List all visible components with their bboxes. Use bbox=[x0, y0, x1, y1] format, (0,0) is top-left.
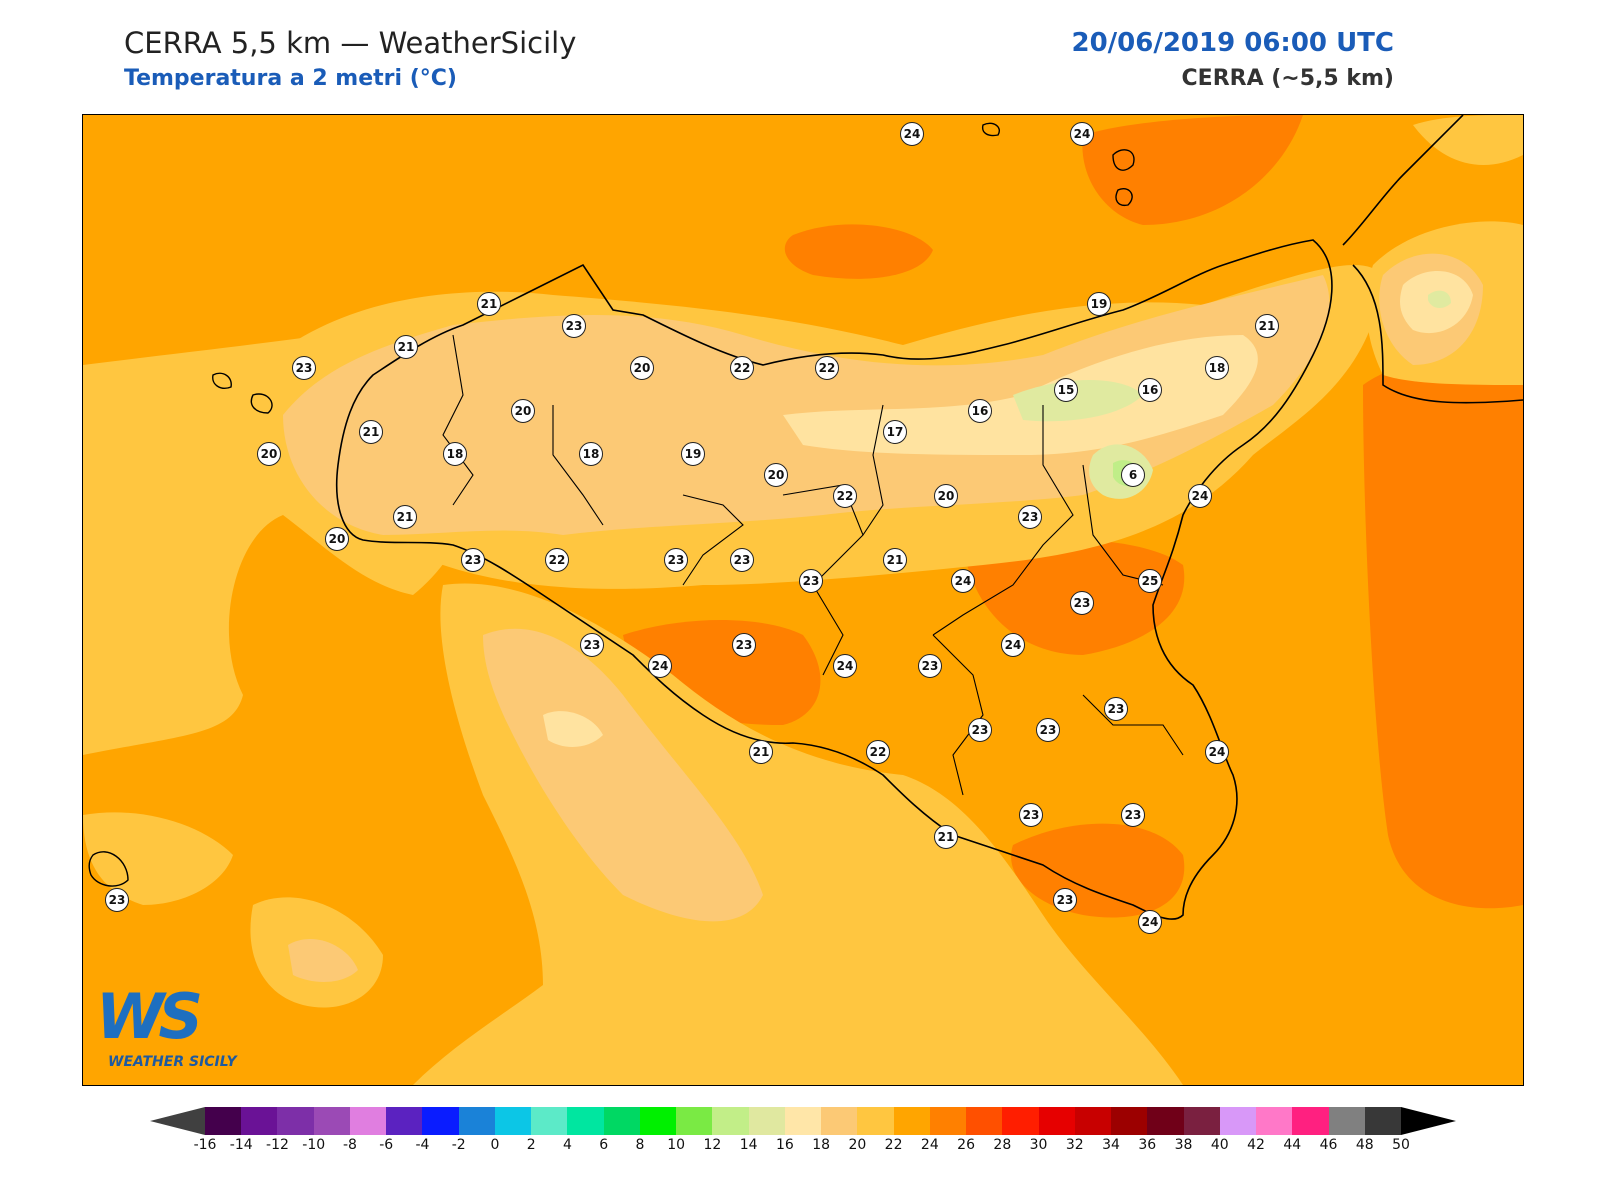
colorbar-bin bbox=[1002, 1107, 1040, 1135]
colorbar-bin bbox=[1256, 1107, 1293, 1135]
logo-text: WEATHER SICILY bbox=[108, 1054, 237, 1070]
colorbar-bin bbox=[1147, 1107, 1185, 1135]
colorbar-tick-label: 12 bbox=[703, 1137, 722, 1153]
colorbar-bin bbox=[567, 1107, 605, 1135]
colorbar-tick-label: 34 bbox=[1102, 1137, 1120, 1153]
colorbar-tick-label: 44 bbox=[1283, 1137, 1302, 1153]
colorbar-bin bbox=[639, 1107, 677, 1135]
colorbar-tick-label: -10 bbox=[302, 1137, 326, 1153]
band-26-28-north bbox=[1082, 115, 1303, 225]
colorbar-tick-label: -16 bbox=[193, 1137, 217, 1153]
calabria-coastline bbox=[1342, 115, 1523, 404]
colorbar-bin bbox=[712, 1107, 750, 1135]
colorbar-tick-label: -4 bbox=[415, 1137, 430, 1153]
colorbar-bin bbox=[676, 1107, 713, 1135]
colorbar-tick-label: 40 bbox=[1210, 1137, 1229, 1153]
colorbar-tick-label: 50 bbox=[1392, 1137, 1410, 1153]
colorbar-tick-label: 38 bbox=[1174, 1137, 1193, 1153]
colorbar bbox=[205, 1107, 1402, 1135]
variable-subtitle: Temperatura a 2 metri (°C) bbox=[124, 66, 457, 91]
province-borders bbox=[442, 334, 1184, 796]
band-20-22-south bbox=[483, 628, 763, 922]
colorbar-bin bbox=[313, 1107, 351, 1135]
colorbar-bin bbox=[531, 1107, 568, 1135]
band-20-22-west bbox=[283, 275, 1330, 535]
colorbar-tick-label: -8 bbox=[342, 1137, 357, 1153]
map-title: CERRA 5,5 km — WeatherSicily bbox=[124, 26, 577, 60]
colorbar-bin bbox=[494, 1107, 532, 1135]
colorbar-over-arrow bbox=[1401, 1107, 1456, 1135]
band-22-24-ne-corner bbox=[1413, 115, 1523, 165]
band-14-16-east-spot bbox=[1428, 290, 1451, 309]
colorbar-tick-label: 30 bbox=[1029, 1137, 1048, 1153]
colorbar-bin bbox=[277, 1107, 315, 1135]
colorbar-bin bbox=[603, 1107, 641, 1135]
colorbar-bin bbox=[458, 1107, 496, 1135]
colorbar-bin bbox=[241, 1107, 278, 1135]
band-20-22-lampedusa-core bbox=[288, 939, 358, 982]
colorbar-tick-label: -6 bbox=[379, 1137, 394, 1153]
colorbar-bin bbox=[929, 1107, 967, 1135]
colorbar-bin bbox=[349, 1107, 387, 1135]
colorbar-bin bbox=[1292, 1107, 1329, 1135]
colorbar-bin bbox=[1074, 1107, 1112, 1135]
colorbar-tick-label: 28 bbox=[993, 1137, 1012, 1153]
colorbar-bin bbox=[1364, 1107, 1402, 1135]
colorbar-bin bbox=[1328, 1107, 1366, 1135]
band-18-20-south bbox=[543, 711, 603, 747]
weathersicily-logo: WS WEATHER SICILY bbox=[96, 980, 256, 1070]
colorbar-bin bbox=[1038, 1107, 1076, 1135]
band-14-16-etna-north bbox=[1013, 380, 1143, 422]
colorbar-tick-label: 48 bbox=[1355, 1137, 1374, 1153]
colorbar-tick-label: 2 bbox=[526, 1137, 536, 1153]
band-22-24-southwest bbox=[83, 812, 233, 905]
colorbar-tick-label: 36 bbox=[1138, 1137, 1157, 1153]
colorbar-tick-label: -14 bbox=[229, 1137, 253, 1153]
colorbar-tick-label: 22 bbox=[884, 1137, 903, 1153]
colorbar-bin bbox=[422, 1107, 460, 1135]
model-label: CERRA (~5,5 km) bbox=[1181, 66, 1394, 91]
colorbar-tick-label: 18 bbox=[812, 1137, 831, 1153]
egadi-islands bbox=[212, 372, 273, 414]
logo-letters: WS bbox=[96, 980, 203, 1053]
colorbar-tick-label: 32 bbox=[1065, 1137, 1084, 1153]
colorbar-tick-label: 0 bbox=[490, 1137, 500, 1153]
valid-datetime: 20/06/2019 06:00 UTC bbox=[1071, 28, 1394, 58]
colorbar-bin bbox=[1183, 1107, 1221, 1135]
colorbar-tick-label: 42 bbox=[1247, 1137, 1265, 1153]
colorbar-bin bbox=[966, 1107, 1003, 1135]
colorbar-under-arrow bbox=[150, 1107, 205, 1135]
colorbar-bin bbox=[784, 1107, 822, 1135]
colorbar-tick-label: -12 bbox=[266, 1137, 289, 1153]
colorbar-tick-label: 24 bbox=[920, 1137, 939, 1153]
colorbar-tick-label: 8 bbox=[635, 1137, 645, 1153]
colorbar-bin bbox=[893, 1107, 931, 1135]
colorbar-tick-label: 14 bbox=[739, 1137, 758, 1153]
colorbar-bin bbox=[386, 1107, 423, 1135]
colorbar-bin bbox=[205, 1107, 242, 1135]
colorbar-bin bbox=[1219, 1107, 1257, 1135]
colorbar-tick-label: 16 bbox=[775, 1137, 794, 1153]
colorbar-tick-label: 4 bbox=[562, 1137, 572, 1153]
colorbar-bin bbox=[857, 1107, 895, 1135]
aeolian-islands bbox=[981, 122, 1135, 207]
colorbar-tick-label: 10 bbox=[667, 1137, 686, 1153]
colorbar-bin bbox=[1111, 1107, 1148, 1135]
colorbar-bin bbox=[748, 1107, 786, 1135]
band-26-28-ionian bbox=[1363, 362, 1523, 909]
pantelleria bbox=[88, 851, 129, 887]
colorbar-tick-label: -2 bbox=[451, 1137, 466, 1153]
band-26-28-tyrrhenian bbox=[784, 224, 933, 279]
colorbar-tick-label: 46 bbox=[1319, 1137, 1338, 1153]
colorbar-tick-label: 20 bbox=[848, 1137, 867, 1153]
colorbar-tick-label: 6 bbox=[599, 1137, 609, 1153]
colorbar-tick-label: 26 bbox=[957, 1137, 975, 1153]
colorbar-bin bbox=[821, 1107, 858, 1135]
